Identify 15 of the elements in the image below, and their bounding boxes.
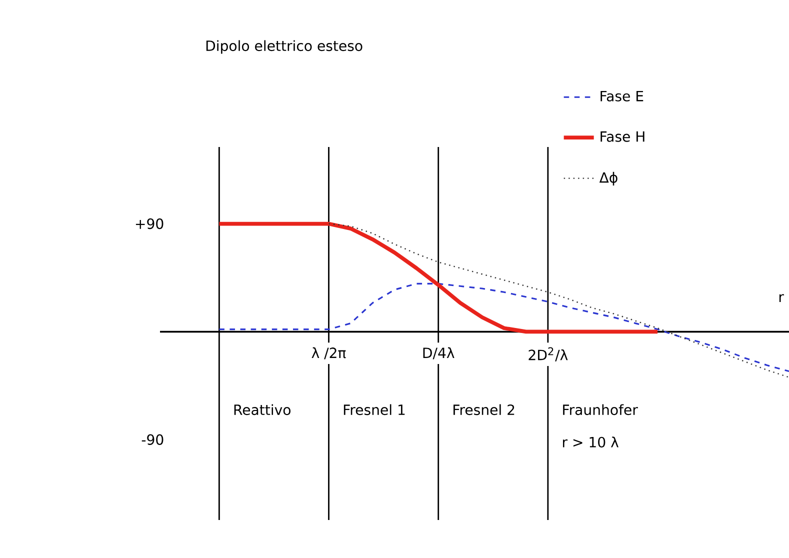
legend-label: Fase H xyxy=(600,131,644,142)
x-tick-label: 2D$^{2}$/λ xyxy=(528,347,568,362)
x-tick-label: D/4λ xyxy=(423,347,454,360)
chart-title: Dipolo elettrico esteso xyxy=(206,40,362,54)
annotation: Fraunhofer xyxy=(563,404,638,416)
annotation: r > 10 λ xyxy=(562,436,618,448)
annotation: Fresnel 1 xyxy=(344,404,405,416)
y-tick-label: -90 xyxy=(142,434,164,445)
legend-label: Δϕ xyxy=(599,172,618,186)
x-axis-title: r xyxy=(779,294,784,302)
y-tick-label: +90 xyxy=(136,218,164,230)
legend-label: Fase E xyxy=(600,90,644,102)
annotation: Reattivo xyxy=(234,404,290,416)
x-tick-label: λ /2π xyxy=(312,347,346,360)
annotation: Fresnel 2 xyxy=(454,404,514,416)
